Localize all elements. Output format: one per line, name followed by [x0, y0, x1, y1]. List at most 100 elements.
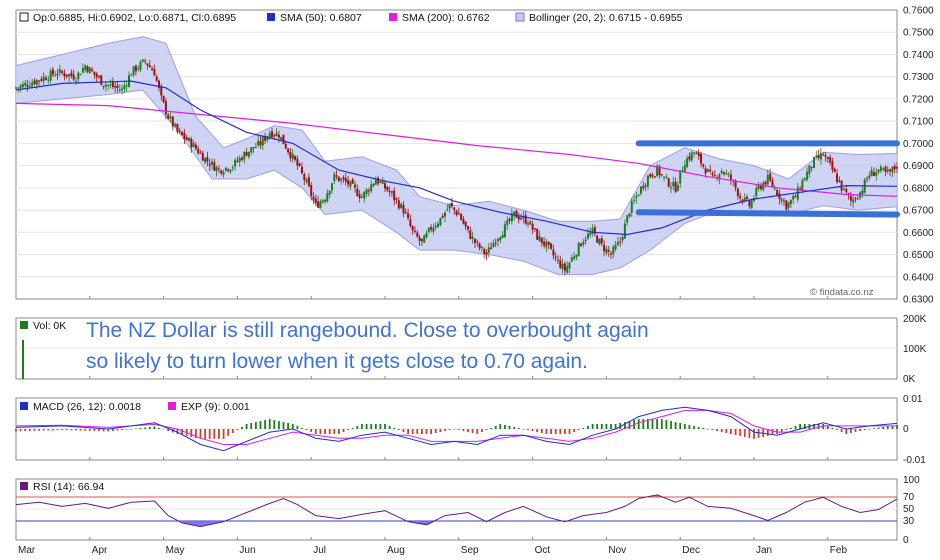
candle-body — [713, 175, 716, 177]
candle-body — [298, 163, 301, 166]
macd-histogram-bar — [836, 429, 838, 430]
macd-histogram-bar — [734, 429, 737, 435]
macd-histogram-bar — [656, 419, 658, 429]
candle-body — [605, 248, 608, 254]
candle-body — [642, 186, 645, 189]
candle-body — [550, 243, 553, 249]
rsi-line — [15, 494, 898, 528]
volume-panel: Vol: 0K 200K 100K 0K The NZ Dollar is st… — [15, 314, 927, 385]
candle-body — [289, 152, 292, 159]
candle-body — [499, 237, 502, 241]
macd-histogram-bar — [766, 429, 769, 436]
candle-body — [427, 227, 430, 232]
macd-histogram-bar — [831, 428, 834, 429]
macd-histogram-bar — [743, 429, 746, 437]
candle-body — [420, 238, 423, 242]
macd-histogram-bar — [181, 429, 183, 435]
candle-body — [40, 79, 43, 81]
macd-histogram-bar — [38, 429, 40, 431]
candle-body — [349, 181, 352, 187]
candle-body — [388, 191, 391, 193]
candle-body — [540, 237, 543, 243]
macd-histogram-bar — [287, 423, 289, 429]
candle-body — [743, 197, 746, 202]
price-y-tick: 0.7200 — [903, 94, 934, 105]
candle-body — [199, 152, 202, 154]
candle-body — [508, 218, 511, 221]
legend-rsi-swatch — [20, 482, 28, 490]
candle-body — [610, 253, 612, 255]
candle-body — [176, 124, 179, 132]
rsi-overbought-fill — [647, 496, 651, 498]
x-month-label: Jul — [313, 545, 326, 556]
macd-histogram-bar — [407, 429, 409, 434]
macd-histogram-bar — [527, 429, 529, 430]
candle-body — [464, 221, 467, 227]
macd-histogram-bar — [642, 419, 645, 429]
candle-body — [778, 193, 781, 199]
candle-body — [785, 200, 788, 210]
rsi-panel: RSI (14): 66.94 100 70 50 30 0 — [15, 475, 920, 546]
candle-body — [453, 207, 456, 210]
legend-bollinger: Bollinger (20, 2): 0.6715 - 0.6955 — [529, 12, 683, 24]
macd-tick-bottom: -0.01 — [903, 455, 926, 466]
candle-body — [114, 86, 117, 88]
rsi-oversold-fill — [200, 521, 204, 527]
candle-body — [123, 85, 126, 89]
rsi-oversold-fill — [417, 521, 420, 524]
macd-histogram-bar — [98, 429, 100, 432]
candle-body — [531, 223, 534, 230]
candle-body — [132, 66, 135, 75]
candle-body — [326, 193, 329, 202]
candle-body — [792, 195, 795, 200]
x-axis-months: Mar Apr May Jun Jul Aug Sep Oct Nov Dec Jan Feb — [15, 296, 847, 556]
macd-histogram-bar — [725, 429, 728, 433]
macd-histogram-bar — [854, 429, 857, 432]
macd-histogram-bar — [753, 429, 755, 439]
x-month-label: Sep — [461, 545, 479, 556]
candle-body — [836, 173, 838, 182]
macd-histogram-bar — [886, 426, 889, 429]
macd-histogram-bar — [877, 427, 880, 429]
candle-body — [291, 153, 294, 159]
candle-body — [870, 170, 873, 176]
rsi-oversold-fill — [198, 521, 201, 527]
candle-body — [358, 194, 361, 198]
macd-histogram-bar — [508, 426, 511, 429]
candle-body — [490, 247, 493, 250]
candle-body — [130, 74, 133, 76]
macd-histogram-bar — [301, 428, 303, 429]
candle-body — [61, 71, 64, 73]
rsi-oversold-fill — [184, 521, 188, 524]
rsi-oversold-fill — [419, 521, 423, 524]
macd-histogram-bar — [790, 428, 792, 429]
candle-body — [47, 79, 50, 81]
rsi-tick-50: 50 — [903, 504, 915, 515]
candle-body — [31, 82, 34, 86]
candle-body — [455, 210, 458, 215]
macd-histogram-bar — [15, 429, 17, 432]
candle-body — [222, 172, 225, 175]
candle-body — [803, 178, 806, 181]
price-y-ticks: 0.7600 0.7500 0.7400 0.7300 0.7200 0.7100 0.70… — [903, 6, 934, 306]
candle-body — [557, 259, 559, 261]
candle-body — [211, 161, 213, 165]
candle-body — [623, 223, 626, 239]
macd-histogram-bar — [365, 424, 368, 429]
macd-histogram-bar — [813, 424, 815, 429]
macd-histogram-bar — [850, 429, 852, 433]
range-lines — [635, 140, 900, 218]
macd-histogram-bar — [305, 429, 308, 430]
macd-histogram-bar — [162, 429, 165, 430]
candle-body — [434, 225, 437, 228]
candle-body — [268, 133, 271, 139]
candle-body — [868, 175, 871, 178]
macd-histogram-bar — [587, 426, 589, 429]
candle-body — [764, 181, 767, 185]
candle-body — [430, 227, 433, 230]
candle-body — [28, 86, 31, 88]
candle-body — [614, 245, 617, 250]
macd-histogram-bar — [494, 426, 497, 429]
candle-body — [547, 241, 550, 245]
